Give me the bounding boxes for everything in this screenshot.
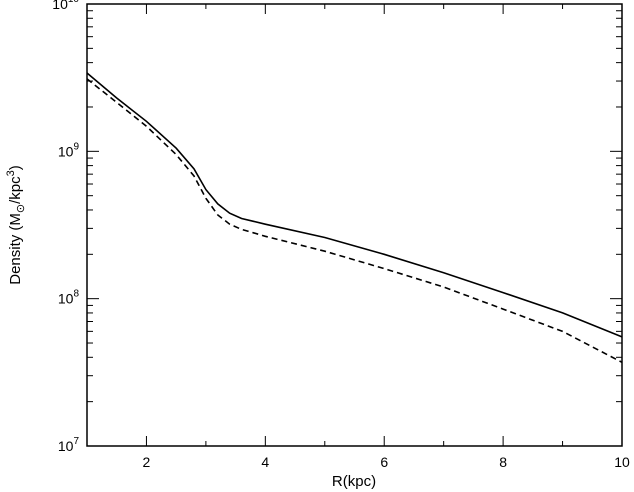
y-axis-label-suffix: ) <box>7 165 24 170</box>
series-line-2-dashed <box>86 78 623 364</box>
x-tick-label: 6 <box>380 454 388 470</box>
x-tick-label: 10 <box>614 454 630 470</box>
x-axis-ticks: 2 4 6 8 10 <box>86 4 630 470</box>
series-layer <box>86 72 623 364</box>
y-axis-label-subscript: ⊙ <box>15 204 27 213</box>
y-axis-label-superscript: 3 <box>5 170 17 176</box>
x-axis-label: R(kpc) <box>332 473 376 490</box>
series-line-1-solid <box>86 72 623 338</box>
plot-frame <box>86 3 623 447</box>
y-tick-label: 108 <box>58 289 80 307</box>
x-tick-label: 2 <box>143 454 151 470</box>
y-axis-label-middle: /kpc <box>7 176 24 204</box>
y-tick-label: 107 <box>58 436 80 454</box>
y-axis-label: Density (M⊙/kpc3) <box>5 165 27 285</box>
y-tick-label: 109 <box>58 141 80 159</box>
x-tick-label: 4 <box>261 454 269 470</box>
y-axis-label-prefix: Density (M <box>7 213 24 285</box>
x-tick-label: 8 <box>499 454 507 470</box>
